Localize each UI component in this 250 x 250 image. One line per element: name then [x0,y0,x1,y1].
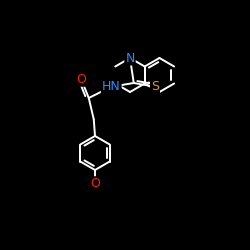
Text: HN: HN [102,80,120,93]
Text: O: O [76,73,86,86]
Text: S: S [151,80,159,93]
Text: O: O [90,177,100,190]
Text: N: N [125,52,135,64]
